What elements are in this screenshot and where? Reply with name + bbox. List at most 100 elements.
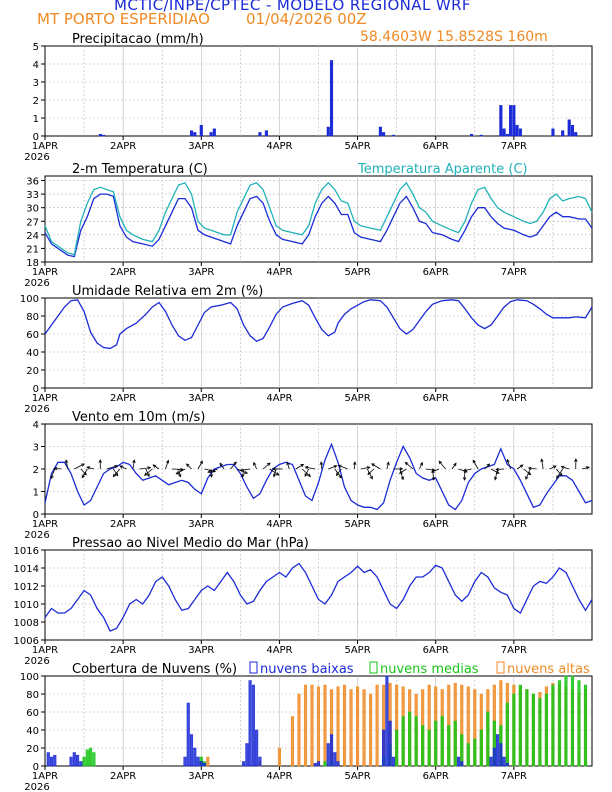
bar-nuvens-medias	[92, 752, 96, 767]
bar-nuvens-baixas	[456, 756, 461, 767]
wind-arrow	[305, 466, 316, 470]
x-tick-label: 5APR	[344, 519, 370, 530]
x-tick-label: 2APR	[110, 771, 136, 782]
wind-arrow-head	[241, 473, 245, 478]
bar-nuvens-altas	[349, 689, 353, 767]
bar-precipitacao	[209, 132, 213, 137]
wind-arrow-head	[81, 474, 85, 479]
wind-arrow	[360, 466, 370, 470]
wind-arrow	[399, 468, 404, 480]
bar-precipitacao	[574, 132, 578, 137]
wind-arrow	[525, 468, 531, 480]
x-tick-label: 5APR	[344, 141, 370, 152]
bar-nuvens-medias	[551, 684, 555, 767]
series-line-temperatura-aparente-c-	[44, 181, 593, 256]
wind-arrow	[463, 468, 472, 472]
x-tick-label: 3APR	[188, 771, 214, 782]
y-tick-label: 40	[26, 348, 39, 359]
wind-arrow	[438, 460, 446, 470]
bar-precipitacao	[326, 126, 330, 137]
x-tick-label: 6APR	[423, 141, 449, 152]
x-tick-label: 5APR	[344, 645, 370, 656]
bar-nuvens-baixas	[313, 763, 317, 767]
wind-arrow	[528, 467, 537, 470]
wind-arrow	[106, 465, 118, 470]
y-tick-label: 3	[33, 443, 39, 454]
y-tick-label: 3	[33, 78, 39, 89]
x-tick-label: 7APR	[501, 645, 527, 656]
bar-nuvens-baixas	[193, 747, 197, 767]
bar-precipitacao	[512, 105, 516, 137]
wind-arrow-head	[371, 463, 375, 467]
wind-arrow	[197, 460, 203, 470]
y-tick-label: 2	[33, 96, 39, 107]
bar-nuvens-baixas	[196, 756, 200, 767]
bar-nuvens-baixas	[69, 756, 73, 767]
bar-nuvens-medias	[479, 729, 483, 767]
bar-nuvens-altas	[206, 756, 210, 767]
bar-nuvens-baixas	[53, 754, 57, 767]
wind-arrow-head	[525, 476, 529, 480]
y-tick-label: 100	[20, 672, 39, 683]
wind-arrow-head	[119, 465, 124, 469]
bar-nuvens-baixas	[251, 684, 255, 767]
wind-arrow-head	[152, 464, 157, 468]
wind-arrow-head	[175, 471, 180, 475]
y-tick-label: 40	[26, 726, 39, 737]
x-tick-label: 5APR	[344, 393, 370, 404]
panel-title: Vento em 10m (m/s)	[72, 410, 205, 425]
wind-arrow-head	[574, 458, 578, 462]
wind-arrow	[113, 468, 121, 477]
wind-arrow-head	[553, 465, 557, 469]
y-tick-label: 1	[33, 488, 39, 499]
bar-nuvens-medias	[440, 716, 444, 767]
bar-precipitacao	[567, 119, 571, 137]
wind-arrow-head	[431, 476, 436, 481]
y-tick-label: 21	[26, 244, 39, 255]
x-year-label: 2026	[24, 530, 49, 541]
x-year-label: 2026	[24, 152, 49, 163]
bar-nuvens-baixas	[336, 761, 340, 767]
bar-precipitacao	[502, 128, 506, 137]
wind-arrow	[219, 463, 225, 470]
wind-arrow	[262, 462, 271, 470]
bar-precipitacao	[382, 132, 386, 137]
y-tick-label: 5	[33, 42, 39, 53]
bar-nuvens-baixas	[489, 756, 493, 767]
legend-swatch	[369, 661, 378, 674]
wind-arrow	[561, 466, 570, 470]
bar-nuvens-baixas	[499, 743, 503, 767]
wind-arrow	[50, 468, 56, 479]
wind-arrow	[399, 468, 407, 474]
bar-nuvens-medias	[525, 689, 529, 767]
y-tick-label: 1016	[14, 546, 39, 557]
x-tick-label: 4APR	[266, 141, 292, 152]
bar-nuvens-altas	[297, 693, 301, 767]
wind-arrow	[336, 468, 342, 476]
wind-arrow-head	[386, 461, 390, 466]
bar-nuvens-altas	[310, 684, 314, 767]
wind-arrow	[353, 461, 356, 470]
wind-arrow	[386, 462, 390, 470]
wind-arrow-head	[209, 474, 214, 478]
bar-nuvens-baixas	[316, 761, 321, 767]
bar-nuvens-baixas	[183, 756, 187, 767]
panel-title: 2-m Temperatura (C)	[72, 162, 208, 177]
wind-arrow-head	[50, 475, 54, 480]
bar-nuvens-altas	[316, 686, 321, 767]
series-line-umidade-relativa	[44, 299, 593, 350]
wind-arrow-head	[495, 467, 500, 472]
bar-nuvens-baixas	[245, 743, 249, 767]
wind-arrow	[494, 468, 498, 480]
y-tick-label: 4	[33, 60, 39, 71]
series-line-2-m-temperatura-c-	[44, 193, 593, 258]
bar-nuvens-baixas	[248, 680, 252, 767]
bar-precipitacao	[515, 124, 519, 137]
wind-arrow-head	[165, 459, 170, 464]
y-tick-label: 18	[26, 258, 39, 269]
panel-title: Pressao ao Nivel Medio do Mar (hPa)	[72, 536, 309, 551]
y-tick-label: 27	[26, 217, 39, 228]
bar-nuvens-baixas	[202, 763, 207, 767]
x-tick-label: 3APR	[188, 645, 214, 656]
bar-nuvens-medias	[466, 743, 470, 767]
